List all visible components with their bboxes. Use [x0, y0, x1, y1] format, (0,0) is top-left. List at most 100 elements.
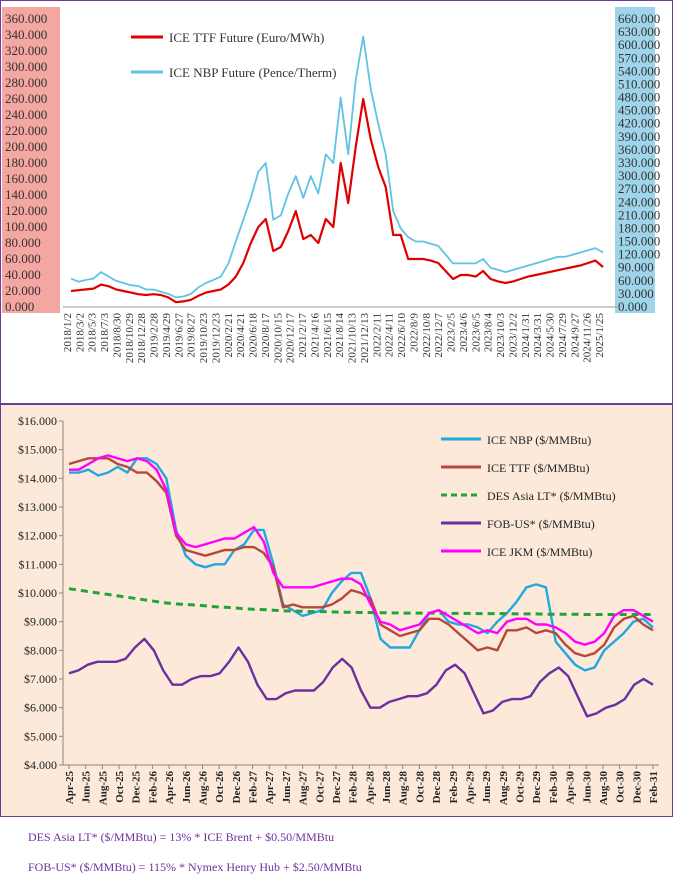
left-axis-background — [2, 7, 60, 313]
left-y-tick-label: 60.000 — [5, 251, 41, 266]
y-tick-label: $4.000 — [24, 758, 57, 772]
y-tick-label: $14.000 — [18, 471, 57, 485]
price-history-plot: 0.00020.00040.00060.00080.000100.000120.… — [2, 7, 660, 364]
x-tick-label: Aug-25 — [97, 771, 109, 806]
legend-label-ice-ttf-future-euro-mwh: ICE TTF Future (Euro/MWh) — [169, 30, 324, 45]
x-tick-label: 2021/10/13 — [347, 313, 359, 364]
right-y-tick-label: 60.000 — [618, 273, 654, 288]
x-tick-label: 2025/1/25 — [594, 313, 606, 358]
right-y-tick-label: 660.000 — [618, 11, 660, 26]
price-history-chart: 0.000 20.000 40.000 60.000 80.000 100.000 120.… — [0, 0, 673, 404]
x-tick-label: Feb-29 — [448, 771, 460, 804]
left-y-tick-label: 240.000 — [5, 107, 47, 122]
right-axis-background — [615, 7, 655, 313]
x-tick-label: 2019/8/27 — [186, 313, 198, 358]
x-tick-label: Jun-27 — [281, 771, 293, 804]
left-y-tick-label: 340.000 — [5, 27, 47, 42]
y-tick-label: $15.000 — [18, 443, 57, 457]
forward-curve-plot: $4.000 $5.000 $6.000 $7.000 $8.000 $9.000 $10.… — [18, 414, 660, 806]
x-tick-label: Oct-29 — [515, 771, 527, 803]
footnote-des-asia: DES Asia LT* ($/MMBtu) = 13% * ICE Brent… — [28, 830, 335, 844]
right-y-tick-label: 0.000 — [618, 299, 647, 314]
left-y-tick-label: 280.000 — [5, 75, 47, 90]
left-y-tick-label: 40.000 — [5, 267, 41, 282]
x-tick-label: 2018/12/28 — [136, 313, 148, 364]
right-y-tick-label: 540.000 — [618, 63, 660, 78]
x-tick-label: 2020/6/18 — [248, 313, 260, 358]
left-y-tick-label: 20.000 — [5, 283, 41, 298]
left-y-tick-label: 100.000 — [5, 219, 47, 234]
x-tick-label: 2018/3/2 — [74, 313, 86, 352]
left-y-tick-label: 80.000 — [5, 235, 41, 250]
y-tick-label: $11.000 — [18, 557, 57, 571]
x-tick-label: Dec-29 — [531, 771, 543, 804]
left-y-tick-label: 260.000 — [5, 91, 47, 106]
x-tick-label: Dec-30 — [631, 771, 643, 804]
legend-label-ice-jkm-mmbtu: ICE JKM ($/MMBtu) — [487, 545, 592, 559]
x-tick-label: Aug-27 — [298, 771, 310, 806]
x-tick-label: Oct-27 — [314, 771, 326, 803]
x-tick-label: 2024/1/31 — [520, 313, 532, 358]
left-y-tick-label: 320.000 — [5, 43, 47, 58]
x-tick-label: 2023/4/6 — [458, 313, 470, 353]
x-tick-label: Oct-28 — [414, 771, 426, 803]
left-y-tick-label: 300.000 — [5, 59, 47, 74]
x-tick-label: Jun-26 — [181, 771, 193, 804]
right-y-tick-label: 120.000 — [618, 247, 660, 262]
x-tick-label: Dec-27 — [331, 771, 343, 804]
x-tick-label: Apr-28 — [364, 771, 376, 805]
right-y-tick-label: 330.000 — [618, 155, 660, 170]
right-y-tick-label: 420.000 — [618, 116, 660, 131]
y-tick-label: $9.000 — [24, 615, 57, 629]
right-y-tick-label: 600.000 — [618, 37, 660, 52]
x-tick-label: 2022/2/11 — [371, 313, 383, 357]
right-y-tick-label: 450.000 — [618, 103, 660, 118]
x-tick-label: 2018/7/3 — [99, 313, 111, 353]
series-line-fob-us-mmbtu — [68, 637, 654, 718]
x-tick-label: 2021/6/15 — [322, 313, 334, 358]
right-y-tick-label: 30.000 — [618, 286, 654, 301]
x-tick-label: Oct-30 — [615, 771, 627, 803]
x-tick-label: 2019/2/28 — [149, 313, 161, 358]
footnote-fob-us: FOB-US* ($/MMBtu) = 115% * Nymex Henry H… — [28, 860, 362, 874]
x-tick-label: Aug-29 — [498, 771, 510, 806]
x-tick-label: Dec-25 — [131, 771, 143, 804]
x-tick-label: Apr-27 — [264, 771, 276, 805]
x-tick-label: 2023/8/4 — [483, 313, 495, 353]
y-tick-label: $7.000 — [24, 672, 57, 686]
left-y-tick-label: 120.000 — [5, 203, 47, 218]
x-tick-label: Apr-29 — [464, 771, 476, 805]
x-tick-label: Jun-25 — [81, 771, 93, 804]
x-tick-label: Feb-26 — [147, 771, 159, 804]
right-y-tick-label: 570.000 — [618, 50, 660, 65]
x-tick-label: 2021/2/17 — [297, 313, 309, 358]
x-tick-label: 2022/10/8 — [421, 313, 433, 358]
right-y-tick-label: 150.000 — [618, 234, 660, 249]
x-tick-label: 2021/8/14 — [334, 313, 346, 358]
legend-label-des-asia-lt-mmbtu: DES Asia LT* ($/MMBtu) — [487, 489, 616, 503]
legend-label-ice-ttf-mmbtu: ICE TTF ($/MMBtu) — [487, 461, 589, 475]
series-line-ice-nbp-mmbtu — [69, 457, 654, 672]
right-y-tick-label: 510.000 — [618, 76, 660, 91]
left-y-tick-label: 220.000 — [5, 123, 47, 138]
x-tick-label: 2018/5/3 — [87, 313, 99, 353]
right-y-tick-label: 390.000 — [618, 129, 660, 144]
x-tick-label: Jun-29 — [481, 771, 493, 804]
x-tick-label: 2023/6/5 — [470, 313, 482, 353]
right-y-tick-label: 300.000 — [618, 168, 660, 183]
x-tick-label: Aug-26 — [197, 771, 209, 806]
x-tick-label: 2018/10/29 — [124, 313, 136, 364]
x-tick-label: Dec-26 — [231, 771, 243, 804]
x-tick-label: 2021/12/13 — [359, 313, 371, 364]
x-tick-label: 2020/2/21 — [223, 313, 235, 358]
x-tick-label: Apr-30 — [565, 771, 577, 805]
x-tick-label: 2020/12/17 — [285, 313, 297, 364]
series-line-ice-nbp-future-pence-therm — [70, 35, 604, 299]
left-y-tick-label: 160.000 — [5, 171, 47, 186]
x-tick-label: 2024/7/29 — [557, 313, 569, 358]
x-tick-label: Dec-28 — [431, 771, 443, 804]
x-tick-label: Feb-28 — [348, 771, 360, 804]
x-tick-label: 2019/6/27 — [173, 313, 185, 358]
legend-label-ice-nbp-mmbtu: ICE NBP ($/MMBtu) — [487, 433, 591, 447]
y-tick-label: $16.000 — [18, 414, 57, 428]
